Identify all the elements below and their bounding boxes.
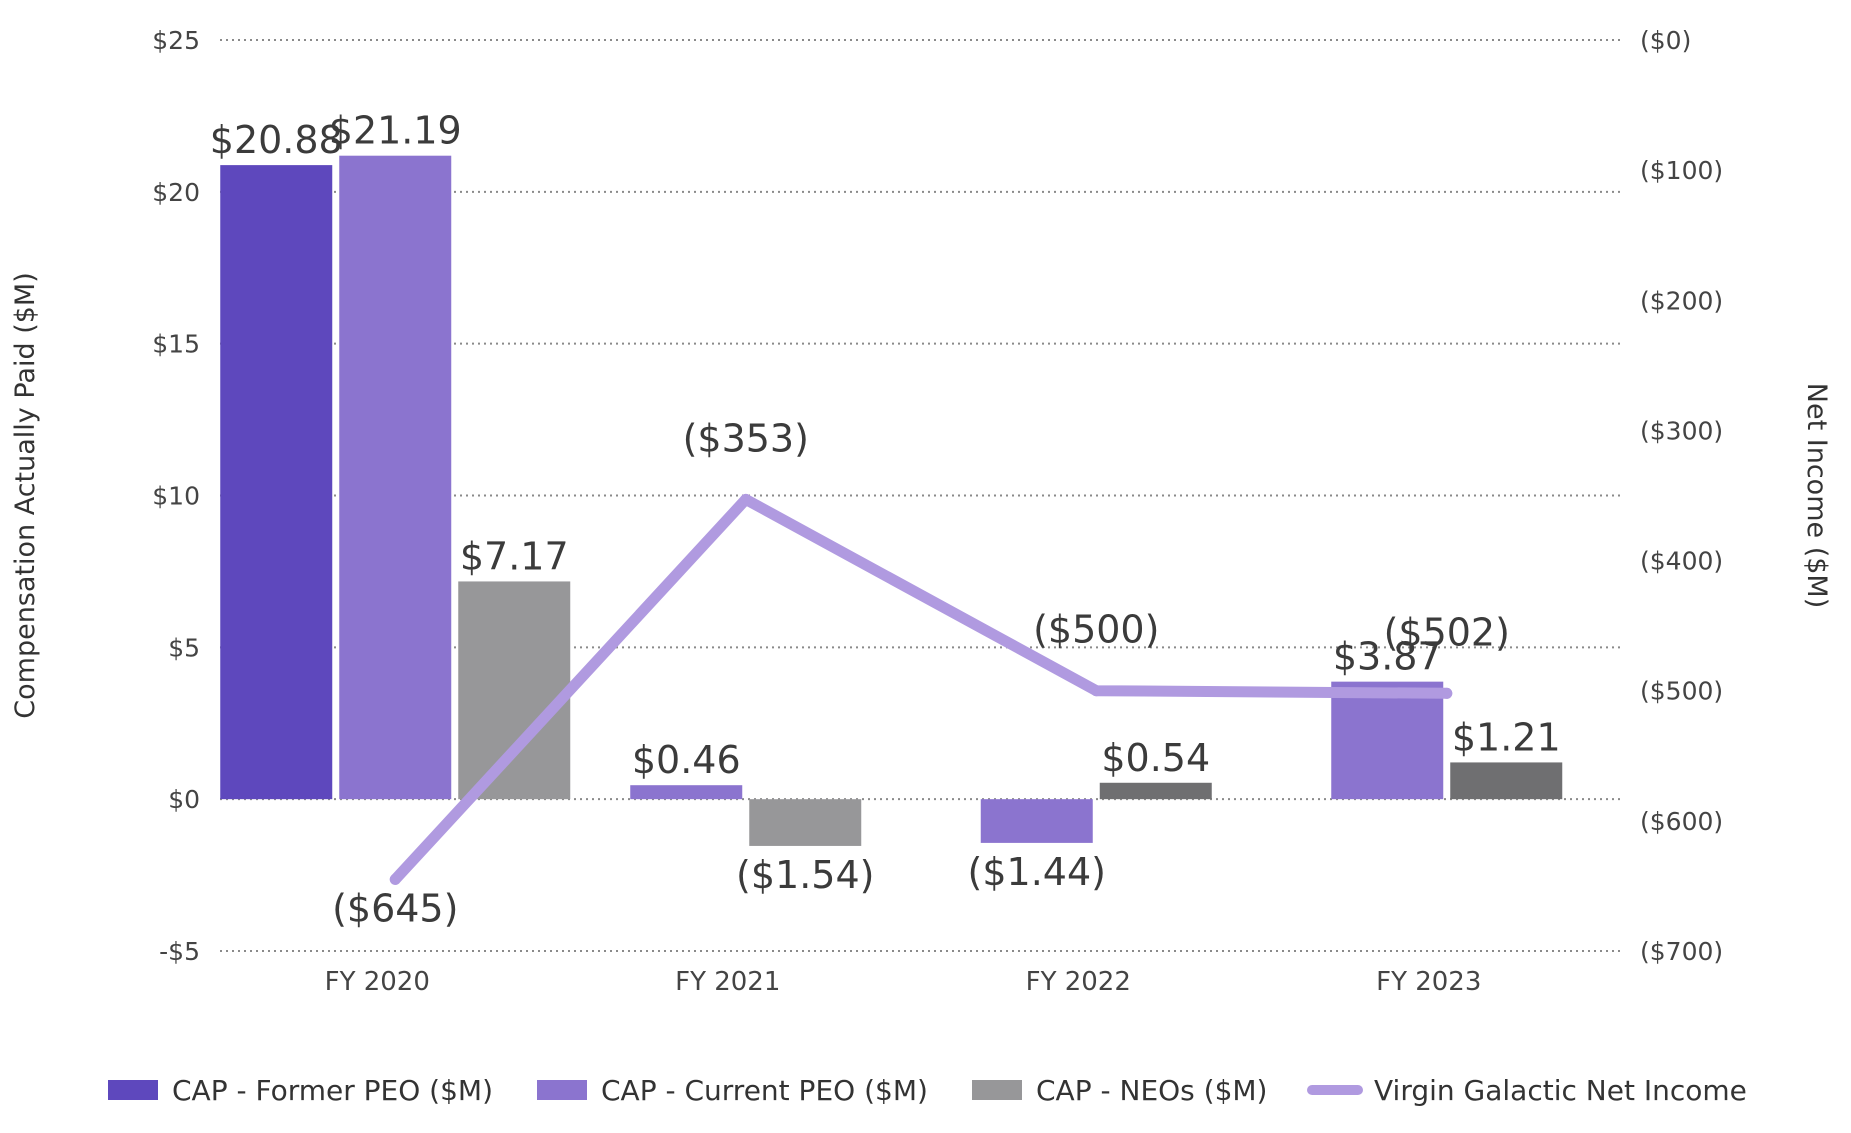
bar — [630, 785, 743, 800]
bar-data-label: $0.54 — [1101, 736, 1210, 780]
legend-swatch — [108, 1080, 158, 1100]
left-tick-label: $20 — [152, 178, 200, 207]
bar-data-label: $1.21 — [1452, 715, 1561, 759]
line-data-label: ($500) — [1033, 608, 1159, 652]
bar — [1450, 762, 1563, 800]
net-income-point — [389, 873, 401, 885]
category-label: FY 2022 — [1026, 967, 1131, 997]
category-label: FY 2020 — [325, 967, 430, 997]
right-tick-label: ($200) — [1640, 286, 1723, 315]
right-tick-label: ($700) — [1640, 937, 1723, 966]
bar-data-label: ($1.44) — [968, 850, 1106, 894]
bar-data-label: $21.19 — [329, 109, 462, 153]
bar — [980, 799, 1093, 843]
net-income-line — [389, 493, 1453, 885]
net-income-point — [740, 493, 752, 505]
bar — [1099, 782, 1212, 800]
left-tick-label: $15 — [152, 330, 200, 359]
legend-label: CAP - Former PEO ($M) — [172, 1074, 493, 1107]
left-axis-title: Compensation Actually Paid ($M) — [10, 272, 41, 718]
right-tick-label: ($600) — [1640, 807, 1723, 836]
legend-label: CAP - Current PEO ($M) — [601, 1074, 928, 1107]
net-income-point — [1090, 685, 1102, 697]
right-tick-label: ($300) — [1640, 416, 1723, 445]
left-tick-label: $0 — [168, 785, 200, 814]
left-tick-label: -$5 — [159, 937, 200, 966]
right-axis-title: Net Income ($M) — [1801, 383, 1832, 608]
legend-swatch — [537, 1080, 587, 1100]
bar — [339, 155, 452, 800]
legend-label: Virgin Galactic Net Income — [1374, 1074, 1747, 1107]
bar-data-label: $20.88 — [210, 118, 343, 162]
bar — [749, 799, 862, 846]
category-label: FY 2021 — [675, 967, 780, 997]
line-data-label: ($502) — [1384, 610, 1510, 654]
category-label: FY 2023 — [1376, 967, 1481, 997]
right-tick-label: ($500) — [1640, 677, 1723, 706]
bar-data-label: ($1.54) — [736, 853, 874, 897]
bar-data-label: $7.17 — [460, 534, 569, 578]
right-tick-label: ($0) — [1640, 26, 1691, 55]
legend-label: CAP - NEOs ($M) — [1036, 1074, 1267, 1107]
bar-data-label: $0.46 — [632, 738, 741, 782]
net-income-point — [1441, 687, 1453, 699]
bar — [220, 165, 333, 800]
left-tick-label: $5 — [168, 633, 200, 662]
right-tick-label: ($400) — [1640, 547, 1723, 576]
legend-swatch — [972, 1080, 1022, 1100]
line-data-label: ($353) — [683, 416, 809, 460]
right-tick-label: ($100) — [1640, 156, 1723, 185]
left-tick-label: $10 — [152, 482, 200, 511]
bar — [1331, 681, 1444, 800]
bar-data-label: $3.87 — [1333, 635, 1442, 679]
line-data-label: ($645) — [332, 886, 458, 930]
left-tick-label: $25 — [152, 26, 200, 55]
bar — [458, 581, 571, 800]
